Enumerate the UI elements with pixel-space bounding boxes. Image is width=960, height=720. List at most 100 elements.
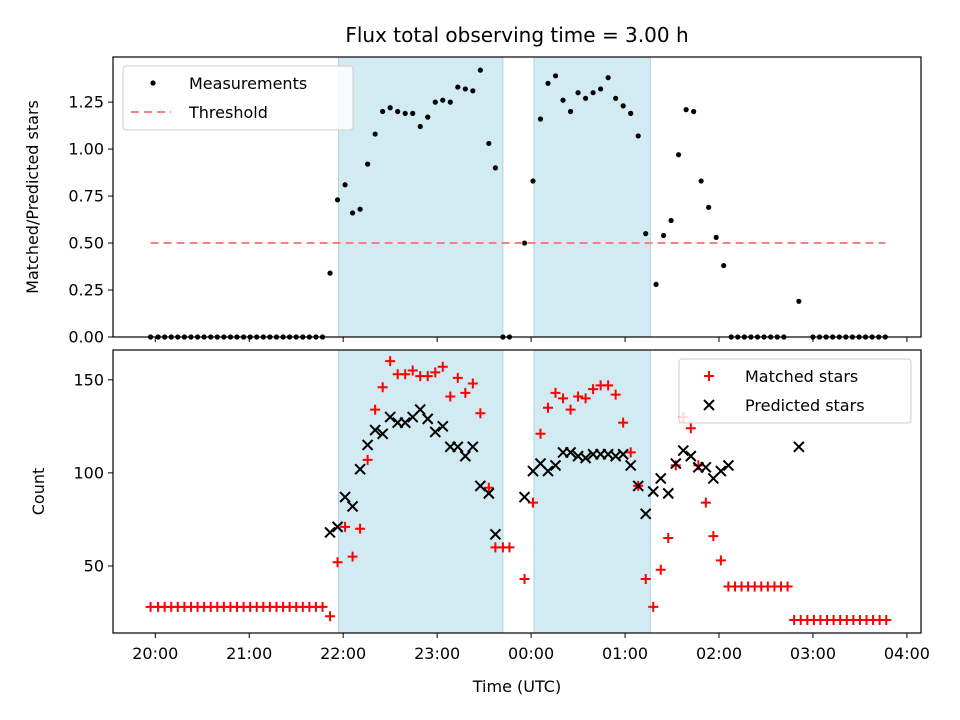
data-point <box>349 210 356 216</box>
y-axis-label: Matched/Predicted stars <box>23 100 42 294</box>
data-point <box>346 500 359 513</box>
legend-box <box>122 65 354 131</box>
data-point <box>715 555 726 566</box>
data-point <box>620 103 626 109</box>
data-point <box>676 152 682 158</box>
data-point <box>467 378 478 389</box>
data-point <box>647 485 659 498</box>
plot-frame <box>112 56 922 338</box>
data-point <box>385 356 396 367</box>
data-point <box>460 387 471 398</box>
data-point <box>545 80 551 86</box>
data-point <box>425 114 431 120</box>
legend-label: Matched stars <box>745 367 858 386</box>
data-point <box>357 206 363 212</box>
data-point <box>721 262 727 269</box>
shaded-interval-1 <box>533 56 651 338</box>
data-point <box>588 384 599 395</box>
data-point <box>706 204 712 210</box>
data-point <box>384 411 396 423</box>
data-point <box>530 178 536 184</box>
data-point <box>432 99 438 105</box>
x-axis-label: Time (UTC) <box>472 677 561 696</box>
data-point <box>440 97 446 103</box>
data-point <box>462 86 468 92</box>
data-point <box>459 450 472 462</box>
data-point <box>407 365 418 376</box>
plot-frame <box>112 349 922 634</box>
data-point <box>670 460 681 471</box>
data-point <box>655 564 666 575</box>
y-tick-label: 100 <box>73 463 104 482</box>
data-point <box>677 444 690 457</box>
data-point <box>617 448 629 460</box>
y-tick-label: 50 <box>84 556 104 575</box>
data-point <box>635 133 641 139</box>
data-point <box>410 110 416 116</box>
data-point <box>380 108 386 115</box>
data-point <box>334 197 341 203</box>
legend-label: Threshold <box>188 103 268 122</box>
data-point <box>369 424 381 436</box>
y-tick-label: 150 <box>73 370 104 389</box>
data-point <box>365 161 371 167</box>
data-point <box>327 270 333 276</box>
y-tick-label: 0.25 <box>68 281 104 300</box>
data-point <box>317 601 328 612</box>
data-point <box>395 108 401 115</box>
data-point <box>361 439 374 451</box>
data-point <box>640 508 652 520</box>
data-point <box>560 97 566 103</box>
legend-handle <box>704 371 714 381</box>
data-point <box>881 614 892 625</box>
data-point <box>492 165 498 171</box>
data-point <box>399 416 411 429</box>
data-point <box>625 447 636 458</box>
data-point <box>372 131 378 137</box>
x-tick-label: 03:00 <box>790 644 836 663</box>
y-tick-label: 0.50 <box>68 234 104 253</box>
data-point <box>437 420 449 433</box>
y-tick-label: 0.75 <box>68 187 104 206</box>
data-point <box>700 497 711 508</box>
legend-handle <box>703 399 715 411</box>
data-point <box>470 88 476 94</box>
data-point <box>668 217 674 224</box>
data-point <box>662 487 674 500</box>
data-point <box>486 140 492 147</box>
data-point <box>558 393 569 404</box>
bottom-panel-counts: 50 100 150 20:00 21:00 22:00 23:00 00:00 01:00 02… <box>29 349 930 663</box>
data-point <box>655 472 667 485</box>
legend-label: Predicted stars <box>745 396 865 415</box>
x-tick-label: 04:00 <box>884 644 930 663</box>
data-point <box>648 601 659 612</box>
data-point <box>325 611 336 622</box>
data-point <box>670 457 682 470</box>
x-tick-label: 20:00 <box>132 644 178 663</box>
figure-title: Flux total observing time = 3.00 h <box>345 23 688 47</box>
data-point <box>332 557 343 568</box>
data-point <box>339 491 351 503</box>
data-point <box>683 107 689 113</box>
data-point <box>362 454 373 465</box>
data-point <box>455 84 461 90</box>
x-tick-label: 01:00 <box>602 644 648 663</box>
data-point <box>632 480 644 492</box>
data-point <box>376 428 389 440</box>
data-point <box>552 73 559 79</box>
data-point <box>430 367 441 378</box>
legend: Measurements Threshold <box>122 65 354 131</box>
data-point <box>354 463 366 475</box>
data-point <box>610 389 621 400</box>
data-point <box>693 460 704 471</box>
data-point <box>355 523 366 534</box>
data-point <box>402 110 408 116</box>
shaded-interval-0 <box>337 56 504 338</box>
data-point <box>342 182 348 188</box>
y-tick-label: 1.00 <box>68 140 104 159</box>
x-tick-label: 23:00 <box>414 644 460 663</box>
data-point <box>565 404 576 415</box>
data-point <box>643 231 649 237</box>
data-point <box>700 461 712 474</box>
data-point <box>582 95 589 101</box>
